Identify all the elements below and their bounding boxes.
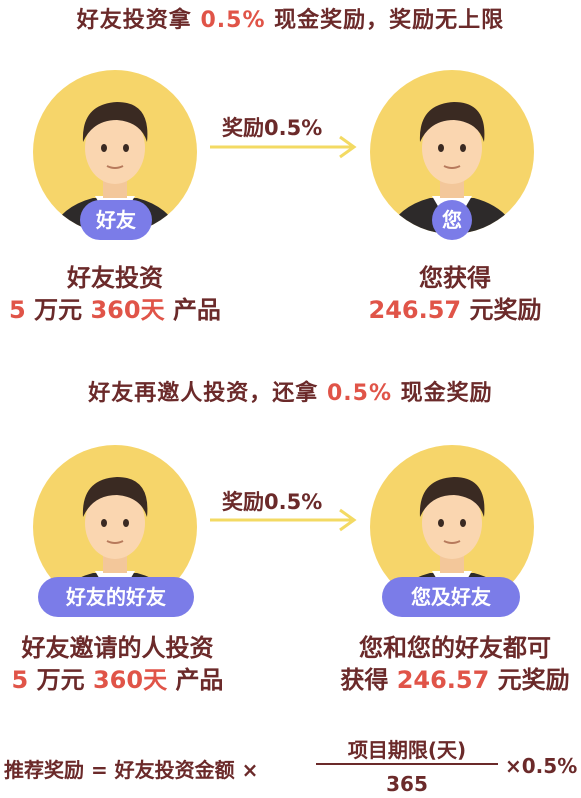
you-get-label: 您获得: [419, 264, 491, 292]
formula-right: ×0.5%: [505, 754, 578, 778]
you-badge: 您: [432, 200, 472, 240]
reward-arrow-label: 奖励0.5%: [222, 116, 323, 140]
section1-title: 好友投资拿 0.5% 现金奖励，奖励无上限: [76, 8, 505, 33]
right-arrow-icon: [210, 508, 357, 532]
formula-denominator: 365: [386, 772, 428, 796]
friend-invest-detail: 5 万元 360天 产品: [9, 296, 221, 324]
invitee-invest-label: 好友邀请的人投资: [21, 634, 214, 662]
formula-numerator: 项目期限(天): [347, 738, 467, 762]
section2-title: 好友再邀人投资，还拿 0.5% 现金奖励: [88, 381, 493, 406]
friend-of-friend-badge: 好友的好友: [38, 577, 194, 617]
friend-invest-label: 好友投资: [67, 264, 163, 292]
invitee-invest-detail: 5 万元 360天 产品: [11, 666, 224, 694]
both-get-label: 您和您的好友都可: [359, 634, 551, 662]
formula-left: 推荐奖励 = 好友投资金额 ×: [4, 758, 259, 782]
right-arrow-icon: [210, 135, 357, 159]
both-get-amount: 获得 246.57 元奖励: [340, 666, 570, 694]
fraction-bar: [316, 763, 498, 765]
reward-arrow-label-2: 奖励0.5%: [222, 490, 323, 514]
friend-badge: 好友: [80, 200, 152, 240]
you-and-friend-badge: 您及好友: [382, 577, 520, 617]
you-get-amount: 246.57 元奖励: [368, 296, 542, 324]
